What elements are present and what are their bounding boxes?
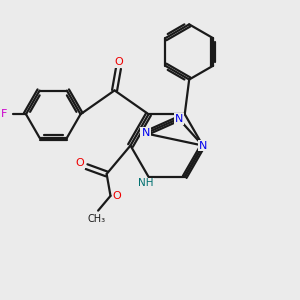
Text: O: O: [114, 57, 123, 67]
Text: NH: NH: [138, 178, 153, 188]
Text: O: O: [76, 158, 84, 168]
Text: N: N: [199, 141, 207, 151]
Text: N: N: [174, 114, 183, 124]
Text: F: F: [1, 109, 8, 119]
Text: O: O: [113, 191, 122, 201]
Text: N: N: [141, 128, 150, 138]
Text: CH₃: CH₃: [88, 214, 106, 224]
Text: N: N: [199, 141, 207, 151]
